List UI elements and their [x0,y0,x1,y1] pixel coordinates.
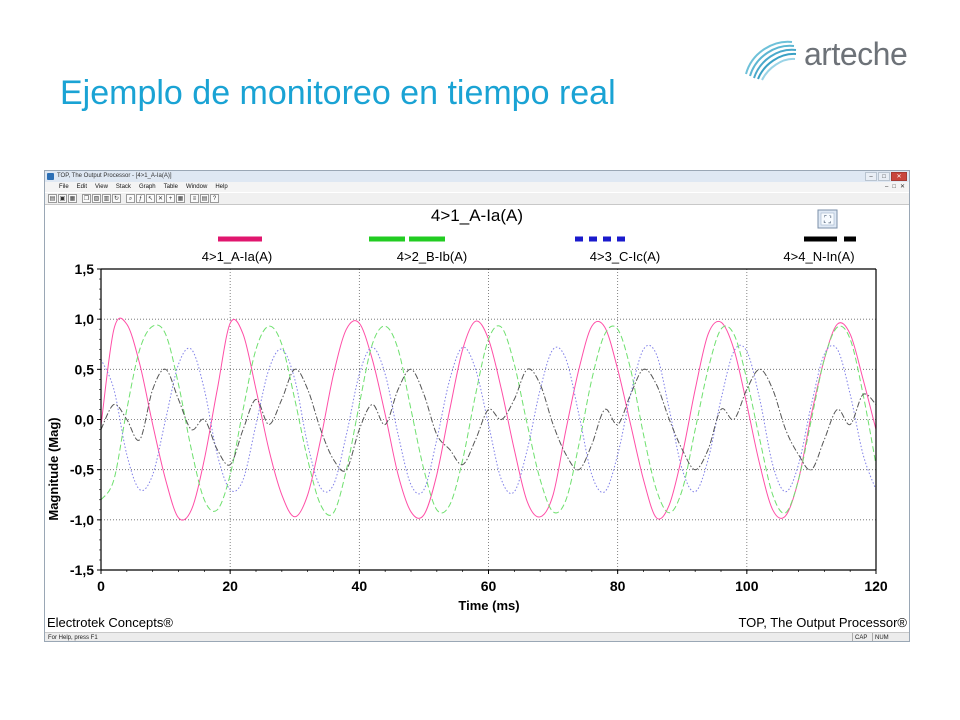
table-icon[interactable]: ▤ [200,194,209,203]
x-tick-label: 0 [97,578,105,594]
window-titlebar: TOP, The Output Processor - [4>1_A-Ia(A)… [45,171,909,182]
menu-table[interactable]: Table [163,184,178,190]
status-help-text: For Help, press F1 [48,635,98,641]
logo-text: arteche [804,36,908,72]
y-tick-label: 1,5 [75,261,95,277]
menu-bar: File Edit View Stack Graph Table Window … [45,182,909,192]
legend-item-3: 4>3_C-Ic(A) [575,236,660,264]
help-icon[interactable]: ? [210,194,219,203]
status-bar: For Help, press F1 CAP NUM [45,632,909,641]
copy-icon[interactable]: ❐ [82,194,91,203]
open-icon[interactable]: ▤ [48,194,57,203]
y-tick-label: -1,0 [70,512,94,528]
series-line-1 [100,317,877,521]
footer-right: TOP, The Output Processor® [738,615,907,630]
legend-label: 4>2_B-Ib(A) [397,249,467,264]
mdi-close-button[interactable]: ✕ [899,184,905,190]
zoom-icon[interactable]: ⌕ [126,194,135,203]
y-tick-label: -0,5 [70,462,94,478]
app-icon [47,173,54,180]
menu-window[interactable]: Window [185,184,208,190]
minimize-button[interactable]: – [865,172,877,181]
paste-icon[interactable]: ▧ [92,194,101,203]
legend-label: 4>4_N-In(A) [783,249,854,264]
print-icon[interactable]: ▦ [68,194,77,203]
series-line-3 [100,344,877,495]
maximize-button[interactable]: □ [878,172,890,181]
y-tick-label: 0,5 [75,361,95,377]
window-title: TOP, The Output Processor - [4>1_A-Ia(A)… [57,173,172,179]
x-axis-label: Time (ms) [458,598,519,613]
plus-icon[interactable]: + [166,194,175,203]
cursor-icon[interactable]: ↖ [146,194,155,203]
mdi-controls: – □ ✕ [885,182,905,192]
menu-help[interactable]: Help [215,184,228,190]
y-tick-label: 0,0 [75,412,95,428]
y-tick-label: 1,0 [75,311,95,327]
x-tick-label: 120 [864,578,888,594]
save-icon[interactable]: ▣ [58,194,67,203]
slide-title: Ejemplo de monitoreo en tiempo real [60,74,616,112]
chart-legend: 4>1_A-Ia(A) 4>2_B-Ib(A) 4>3_C-Ic(A) 4>4_N-I… [202,236,857,264]
arteche-logo-icon [745,40,797,81]
chart-title: 4>1_A-Ia(A) [431,206,523,225]
toolbar: ▤ ▣ ▦ ❐ ▧ ▥ ↻ ⌕ ƒ ↖ ✕ + ▦ ≡ ▤ ? [45,193,909,205]
x-tick-label: 100 [735,578,759,594]
function-icon[interactable]: ƒ [136,194,145,203]
x-tick-label: 60 [481,578,497,594]
delete-icon[interactable]: ▥ [102,194,111,203]
zoom-button[interactable]: ⛶ [817,209,838,229]
chart-series [100,317,877,521]
window-controls: – □ ✕ [865,172,907,181]
x-tick-label: 20 [222,578,238,594]
y-tick-label: -1,5 [70,562,94,578]
menu-edit[interactable]: Edit [76,184,88,190]
arteche-logo: arteche [740,34,930,84]
menu-view[interactable]: View [95,184,108,190]
x-tick-label: 40 [352,578,368,594]
legend-item-2: 4>2_B-Ib(A) [369,236,467,264]
status-num: NUM [872,633,889,641]
close-button[interactable]: ✕ [891,172,907,181]
menu-file[interactable]: File [59,184,69,190]
status-caps: CAP [852,633,869,641]
zoom-button-glyph: ⛶ [823,215,832,226]
waveform-chart: 4>1_A-Ia(A) ⛶ 4>1_A-Ia(A) 4>2_B-Ib(A) 4>3_… [46,206,907,630]
mdi-restore-button[interactable]: □ [892,184,896,190]
legend-item-1: 4>1_A-Ia(A) [202,236,272,264]
menu-graph[interactable]: Graph [138,184,156,190]
footer-left: Electrotek Concepts® [47,615,173,630]
cross-icon[interactable]: ✕ [156,194,165,203]
series-line-2 [100,324,877,516]
list-icon[interactable]: ≡ [190,194,199,203]
chart-grid [101,269,876,570]
menu-stack[interactable]: Stack [115,184,131,190]
x-tick-label: 80 [610,578,626,594]
top-app-window: TOP, The Output Processor - [4>1_A-Ia(A)… [44,170,910,642]
mdi-minimize-button[interactable]: – [885,184,889,190]
series-line-4 [100,368,877,472]
chart-ticks: 0 20 40 60 80 100 120 -1,5 -1,0 -0,5 0,0 0,5 1,0 1,5 [70,261,888,594]
legend-label: 4>3_C-Ic(A) [590,249,660,264]
legend-label: 4>1_A-Ia(A) [202,249,272,264]
legend-item-4: 4>4_N-In(A) [783,236,857,264]
y-axis-label: Magnitude (Mag) [46,417,61,520]
refresh-icon[interactable]: ↻ [112,194,121,203]
grid-icon[interactable]: ▦ [176,194,185,203]
